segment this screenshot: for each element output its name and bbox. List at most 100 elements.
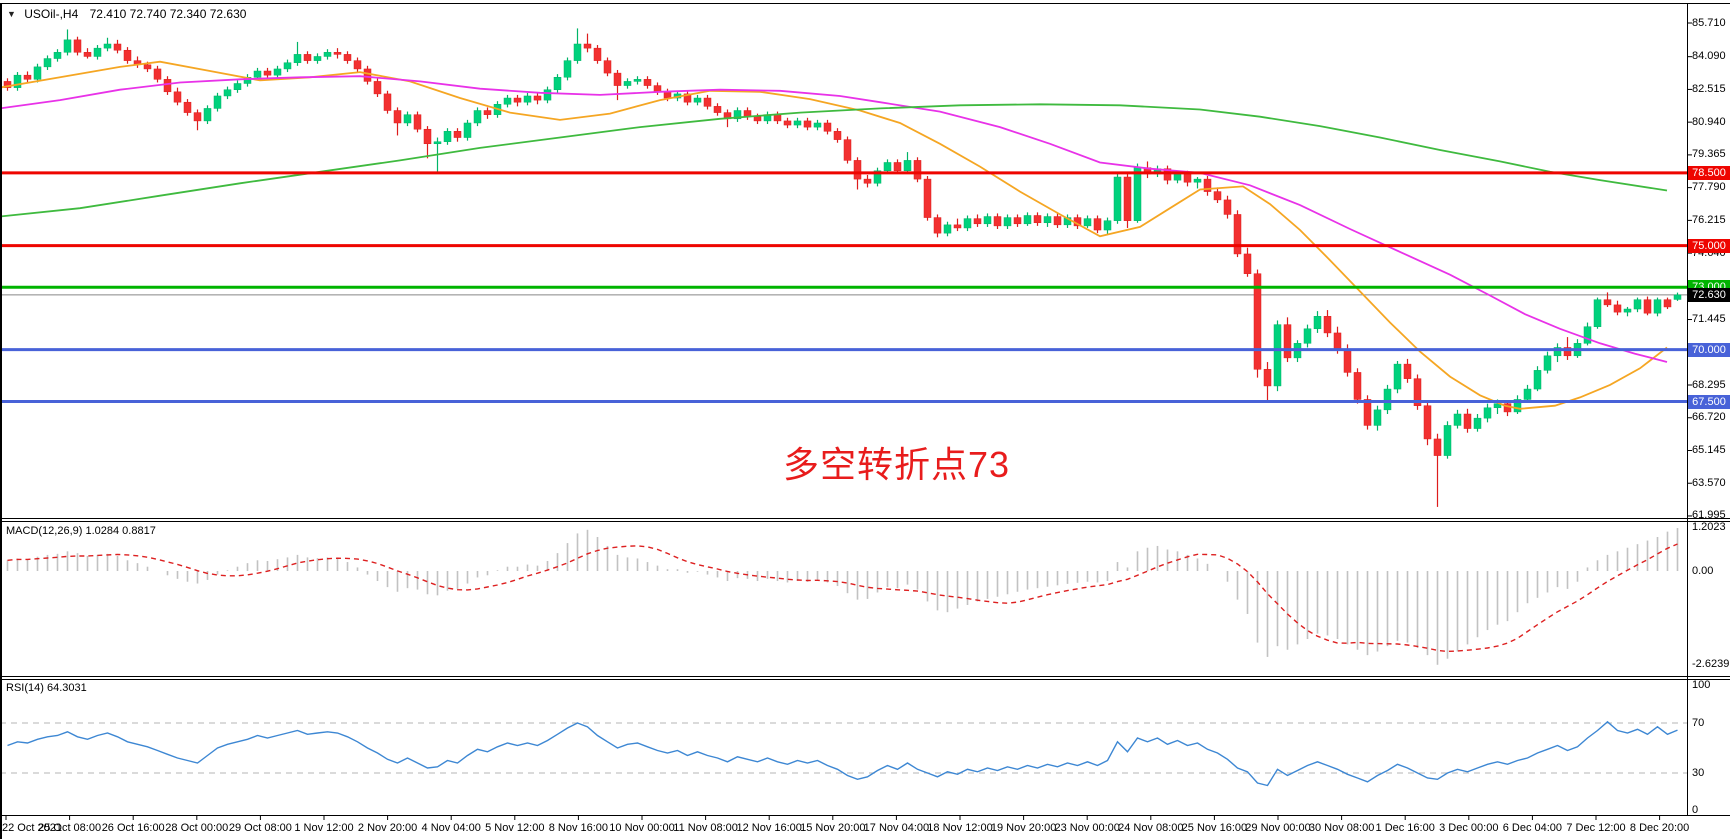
candle-bull	[403, 111, 412, 127]
price-badge-72.630: 72.630	[1688, 287, 1730, 302]
candle-bear	[23, 71, 32, 83]
candle-bear	[823, 119, 832, 135]
candle-bull	[463, 119, 472, 141]
time-axis-label: 8 Nov 16:00	[548, 822, 609, 834]
candle-bull	[473, 107, 482, 127]
time-axis-label: 22 Oct 2021	[2, 822, 62, 834]
candle-bull	[1523, 384, 1532, 403]
candle-bull	[1393, 360, 1402, 394]
candle-bear	[1413, 374, 1422, 410]
candle-bear	[843, 136, 852, 164]
candle-bull	[573, 28, 582, 64]
candle-bear	[1013, 214, 1022, 227]
candle-bear	[643, 76, 652, 89]
candle-bear	[1433, 433, 1442, 507]
candle-bull	[1473, 414, 1482, 432]
time-axis-label: 23 Nov 00:00	[1054, 822, 1120, 834]
candle-bull	[813, 119, 822, 131]
candle-bull	[1653, 297, 1662, 317]
candle-bear	[703, 94, 712, 110]
time-axis-label: 8 Dec 20:00	[1629, 822, 1690, 834]
time-axis-label: 1 Dec 16:00	[1375, 822, 1435, 834]
candle-bear	[1263, 362, 1272, 401]
price-badge-70.000: 70.000	[1688, 342, 1730, 357]
candle-bear	[193, 109, 202, 131]
candle-bull	[1273, 320, 1282, 392]
candle-bear	[173, 87, 182, 106]
candle-bear	[833, 128, 842, 143]
candle-bear	[593, 45, 602, 64]
candle-bull	[1553, 343, 1562, 363]
candle-bear	[1033, 212, 1042, 226]
candle-bear	[1163, 165, 1172, 185]
time-axis-label: 4 Nov 04:00	[421, 822, 481, 834]
candle-bear	[1233, 210, 1242, 258]
candle-bull	[1383, 384, 1392, 415]
candle-bull	[323, 49, 332, 60]
candle-bull	[1513, 395, 1522, 415]
candle-bear	[83, 48, 92, 59]
ohlc-values: 72.410 72.740 72.340 72.630	[89, 7, 247, 21]
time-axis-label: 12 Nov 16:00	[736, 822, 802, 834]
candle-bear	[73, 36, 82, 56]
candle-bear	[1283, 317, 1292, 363]
candle-bull	[103, 37, 112, 52]
candle-bear	[123, 47, 132, 64]
candle-bear	[923, 175, 932, 221]
candle-bull	[63, 29, 72, 56]
candle-bull	[553, 74, 562, 93]
price-badge-78.500: 78.500	[1688, 165, 1730, 180]
price-axis-label: 79.365	[1692, 148, 1726, 161]
candle-bull	[1483, 403, 1492, 423]
price-axis-label: 65.145	[1692, 443, 1726, 456]
candle-bear	[393, 107, 402, 136]
time-axis-label: 24 Nov 08:00	[1118, 822, 1184, 834]
candle-bull	[1533, 366, 1542, 392]
price-axis-label: 68.295	[1692, 378, 1726, 391]
candle-bear	[363, 65, 372, 85]
candle-bear	[453, 128, 462, 142]
candle-bear	[1323, 310, 1332, 338]
candle-bull	[33, 63, 42, 83]
price-badge-75.000: 75.000	[1688, 238, 1730, 253]
price-axis-label: 85.710	[1692, 16, 1726, 29]
price-axis-label: 84.090	[1692, 50, 1726, 63]
candle-bear	[803, 117, 812, 131]
time-axis-label: 26 Oct 16:00	[101, 822, 165, 834]
time-axis-label: 3 Dec 00:00	[1439, 822, 1499, 834]
candle-bull	[1673, 292, 1682, 301]
candle-bull	[633, 76, 642, 85]
price-axis-label: 77.790	[1692, 181, 1726, 194]
time-axis-label: 19 Nov 20:00	[990, 822, 1057, 834]
macd-panel-layer	[6, 528, 1679, 665]
time-axis-label: 7 Dec 12:00	[1566, 822, 1626, 834]
candle-bear	[113, 39, 122, 54]
candle-bull	[903, 152, 912, 174]
candle-bear	[783, 117, 792, 129]
candle-bull	[983, 213, 992, 227]
candle-bull	[43, 55, 52, 70]
candle-bear	[613, 69, 622, 101]
time-axis-label: 29 Oct 08:00	[228, 822, 292, 834]
candle-bear	[1663, 297, 1672, 310]
candle-bull	[543, 86, 552, 104]
candle-bull	[1043, 213, 1052, 227]
candle-bull	[1593, 297, 1602, 329]
candle-bull	[1623, 306, 1632, 317]
annotation-text[interactable]: 多空转折点73	[783, 444, 1011, 485]
candle-bull	[1633, 297, 1642, 313]
candle-bear	[333, 48, 342, 59]
ma-fast-orange	[0, 60, 1668, 410]
time-axis-label: 2 Nov 20:00	[357, 822, 418, 834]
main-chart-layer	[0, 28, 1687, 507]
macd-axis-label: 0.00	[1692, 564, 1714, 577]
chart-header: ▼ USOil-,H4 72.410 72.740 72.340 72.630	[7, 7, 246, 21]
time-axis-label: 11 Nov 08:00	[673, 822, 738, 834]
candle-bull	[1543, 351, 1552, 374]
candle-bear	[383, 90, 392, 114]
rsi-axis-label: 100	[1692, 679, 1711, 691]
candle-bear	[263, 67, 272, 79]
time-axis-label: 28 Oct 00:00	[165, 822, 229, 834]
